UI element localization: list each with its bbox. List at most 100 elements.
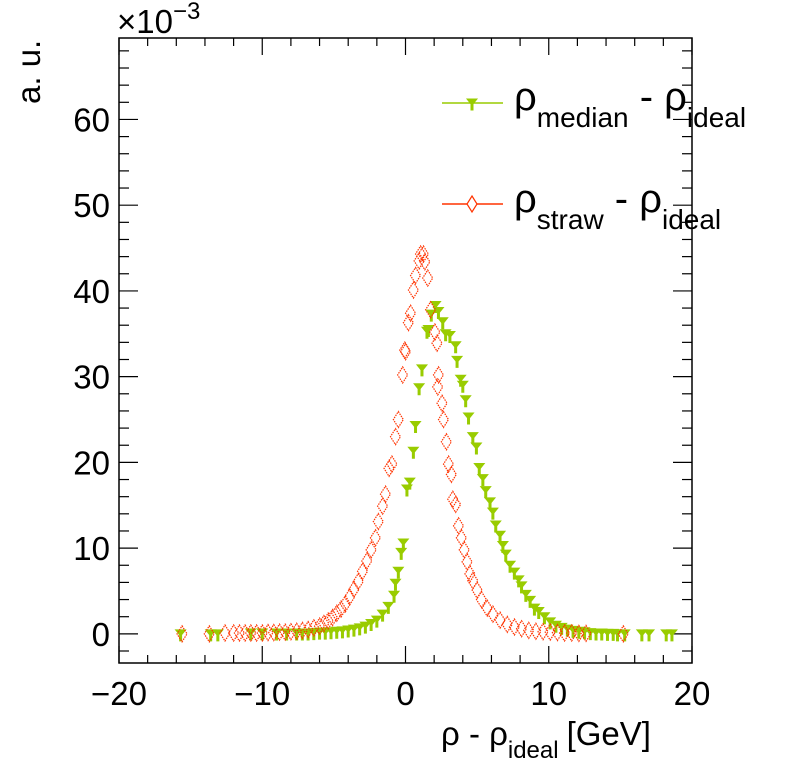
data-point-straw [436,394,448,413]
y-tick-label: 60 [73,101,110,138]
data-point-straw [386,454,398,474]
x-axis-title: ρ - ρideal [GeV] [441,715,651,764]
data-point-straw [467,571,479,590]
data-point-straw [452,516,465,535]
data-point-median [403,477,416,490]
data-point-median [174,629,187,642]
data-point-straw [515,619,528,638]
data-point-straw [313,617,326,636]
data-point-straw [339,594,352,613]
data-point-median [538,612,551,625]
data-point-straw [233,623,246,643]
data-point-straw [361,551,373,571]
data-point-straw [335,599,347,619]
data-point-straw [285,622,297,641]
data-point-median [407,446,420,459]
data-points [174,244,678,643]
data-point-median [387,590,401,603]
data-point-straw [437,410,450,429]
series-straw [176,244,629,643]
data-point-straw [379,484,392,504]
data-point-straw [421,268,434,288]
data-point-median [512,575,525,588]
data-point-straw [290,622,303,641]
legend-item-median: ρmedian - ρideal [442,75,746,133]
data-point-median [413,383,426,396]
data-point-straw [365,540,377,559]
data-point-straw [302,620,314,639]
legend-marker-straw [466,194,478,214]
x-tick-label: 10 [530,675,567,712]
data-point-straw [409,266,422,285]
data-point-straw [471,580,483,600]
data-point-median [519,589,532,602]
data-point-median [528,603,541,616]
data-point-median [476,474,489,487]
data-point-straw [203,624,215,643]
data-point-median [486,507,499,520]
plot-frame [118,37,693,664]
data-point-straw [262,623,274,642]
y-tick-label: 50 [73,187,110,224]
data-point-median [397,538,410,551]
data-point-straw [279,623,291,642]
x-tick-label: 0 [396,675,414,712]
data-point-straw [402,313,415,332]
data-point-median [392,566,405,579]
data-point-median [449,341,462,354]
data-point-straw [407,280,420,300]
data-point-median [665,629,678,642]
data-point-straw [389,427,402,446]
data-point-straw [399,340,411,360]
data-point-straw [268,623,280,642]
data-point-straw [445,465,458,484]
y-tick-label: 0 [92,616,110,653]
data-point-straw [296,621,309,640]
data-point-straw [372,512,384,531]
legend-label-median: ρmedian - ρideal [514,75,746,133]
data-point-straw [239,623,251,643]
data-point-median [470,442,483,455]
data-point-straw [331,604,343,623]
data-point-median [459,395,472,408]
data-point-median [483,497,497,510]
data-point-straw [537,622,549,641]
data-point-median [499,549,512,562]
data-point-straw [481,598,493,618]
data-point-straw [424,300,437,319]
data-point-median [473,463,486,476]
axis-ticks: −20 −10 0 10 20 0 10 20 30 40 50 60 [73,38,710,712]
data-point-straw [250,623,263,643]
data-point-straw [501,615,513,634]
data-point-straw [432,377,444,397]
data-point-straw [273,623,286,642]
data-point-straw [227,623,240,643]
data-point-straw [419,252,431,271]
data-point-median [389,578,402,591]
data-point-straw [245,623,257,643]
data-point-straw [551,623,564,642]
data-point-straw [392,410,405,429]
data-point-straw [487,604,499,624]
data-point-straw [447,490,459,509]
data-point-straw [352,572,364,591]
data-point-median [504,560,517,573]
data-point-straw [318,614,330,633]
x-tick-label: −10 [234,675,290,712]
data-point-straw [176,624,188,643]
data-point-median [429,300,442,313]
data-point-straw [369,528,382,547]
data-point-straw [396,365,409,385]
data-point-straw [383,459,395,478]
data-point-median [462,412,475,425]
legend-item-straw: ρstraw - ρideal [442,177,721,235]
y-multiplier: ×10−3 [117,0,200,40]
data-point-straw [308,618,320,637]
data-point-straw [432,365,445,385]
data-point-median [642,629,656,642]
y-tick-label: 10 [73,530,110,567]
data-point-straw [322,611,334,631]
legend-label-straw: ρstraw - ρideal [514,177,721,235]
data-point-median [451,355,464,368]
data-point-straw [522,621,535,640]
